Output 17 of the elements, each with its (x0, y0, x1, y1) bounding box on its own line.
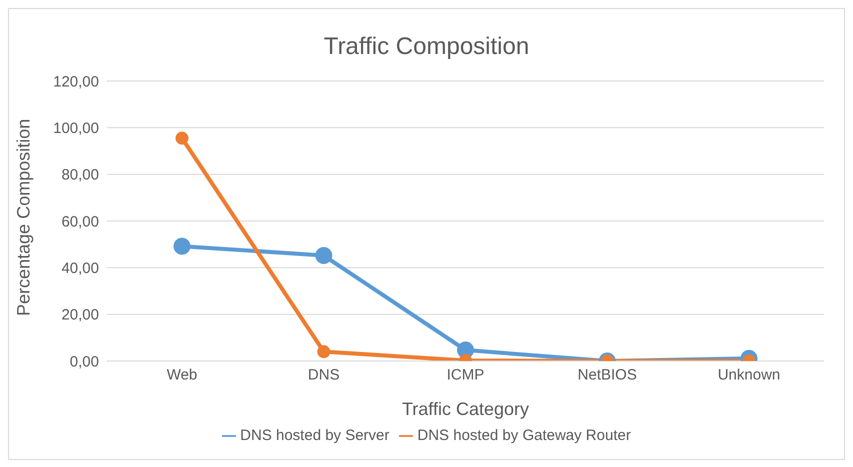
y-tick-label: 0,00 (70, 353, 99, 370)
x-tick-label: ICMP (446, 366, 484, 384)
y-tick-label: 100,00 (53, 120, 99, 137)
y-axis-title: Percentage Composition (13, 118, 34, 316)
legend-label: DNS hosted by Server (240, 427, 390, 444)
x-tick-label: Web (166, 366, 198, 384)
y-tick-label: 60,00 (61, 213, 99, 230)
x-axis-title: Traffic Category (402, 399, 530, 419)
y-tick-label: 20,00 (61, 306, 99, 324)
y-tick-label: 40,00 (61, 260, 99, 277)
y-tick-label: 120,00 (53, 73, 99, 90)
x-tick-label: DNS (308, 366, 340, 384)
chart-title: Traffic Composition (322, 33, 530, 61)
x-tick-label: Unknown (718, 366, 780, 384)
x-tick-label: NetBIOS (578, 366, 637, 384)
y-tick-label: 80,00 (61, 166, 99, 184)
legend-label: DNS hosted by Gateway Router (417, 427, 631, 444)
